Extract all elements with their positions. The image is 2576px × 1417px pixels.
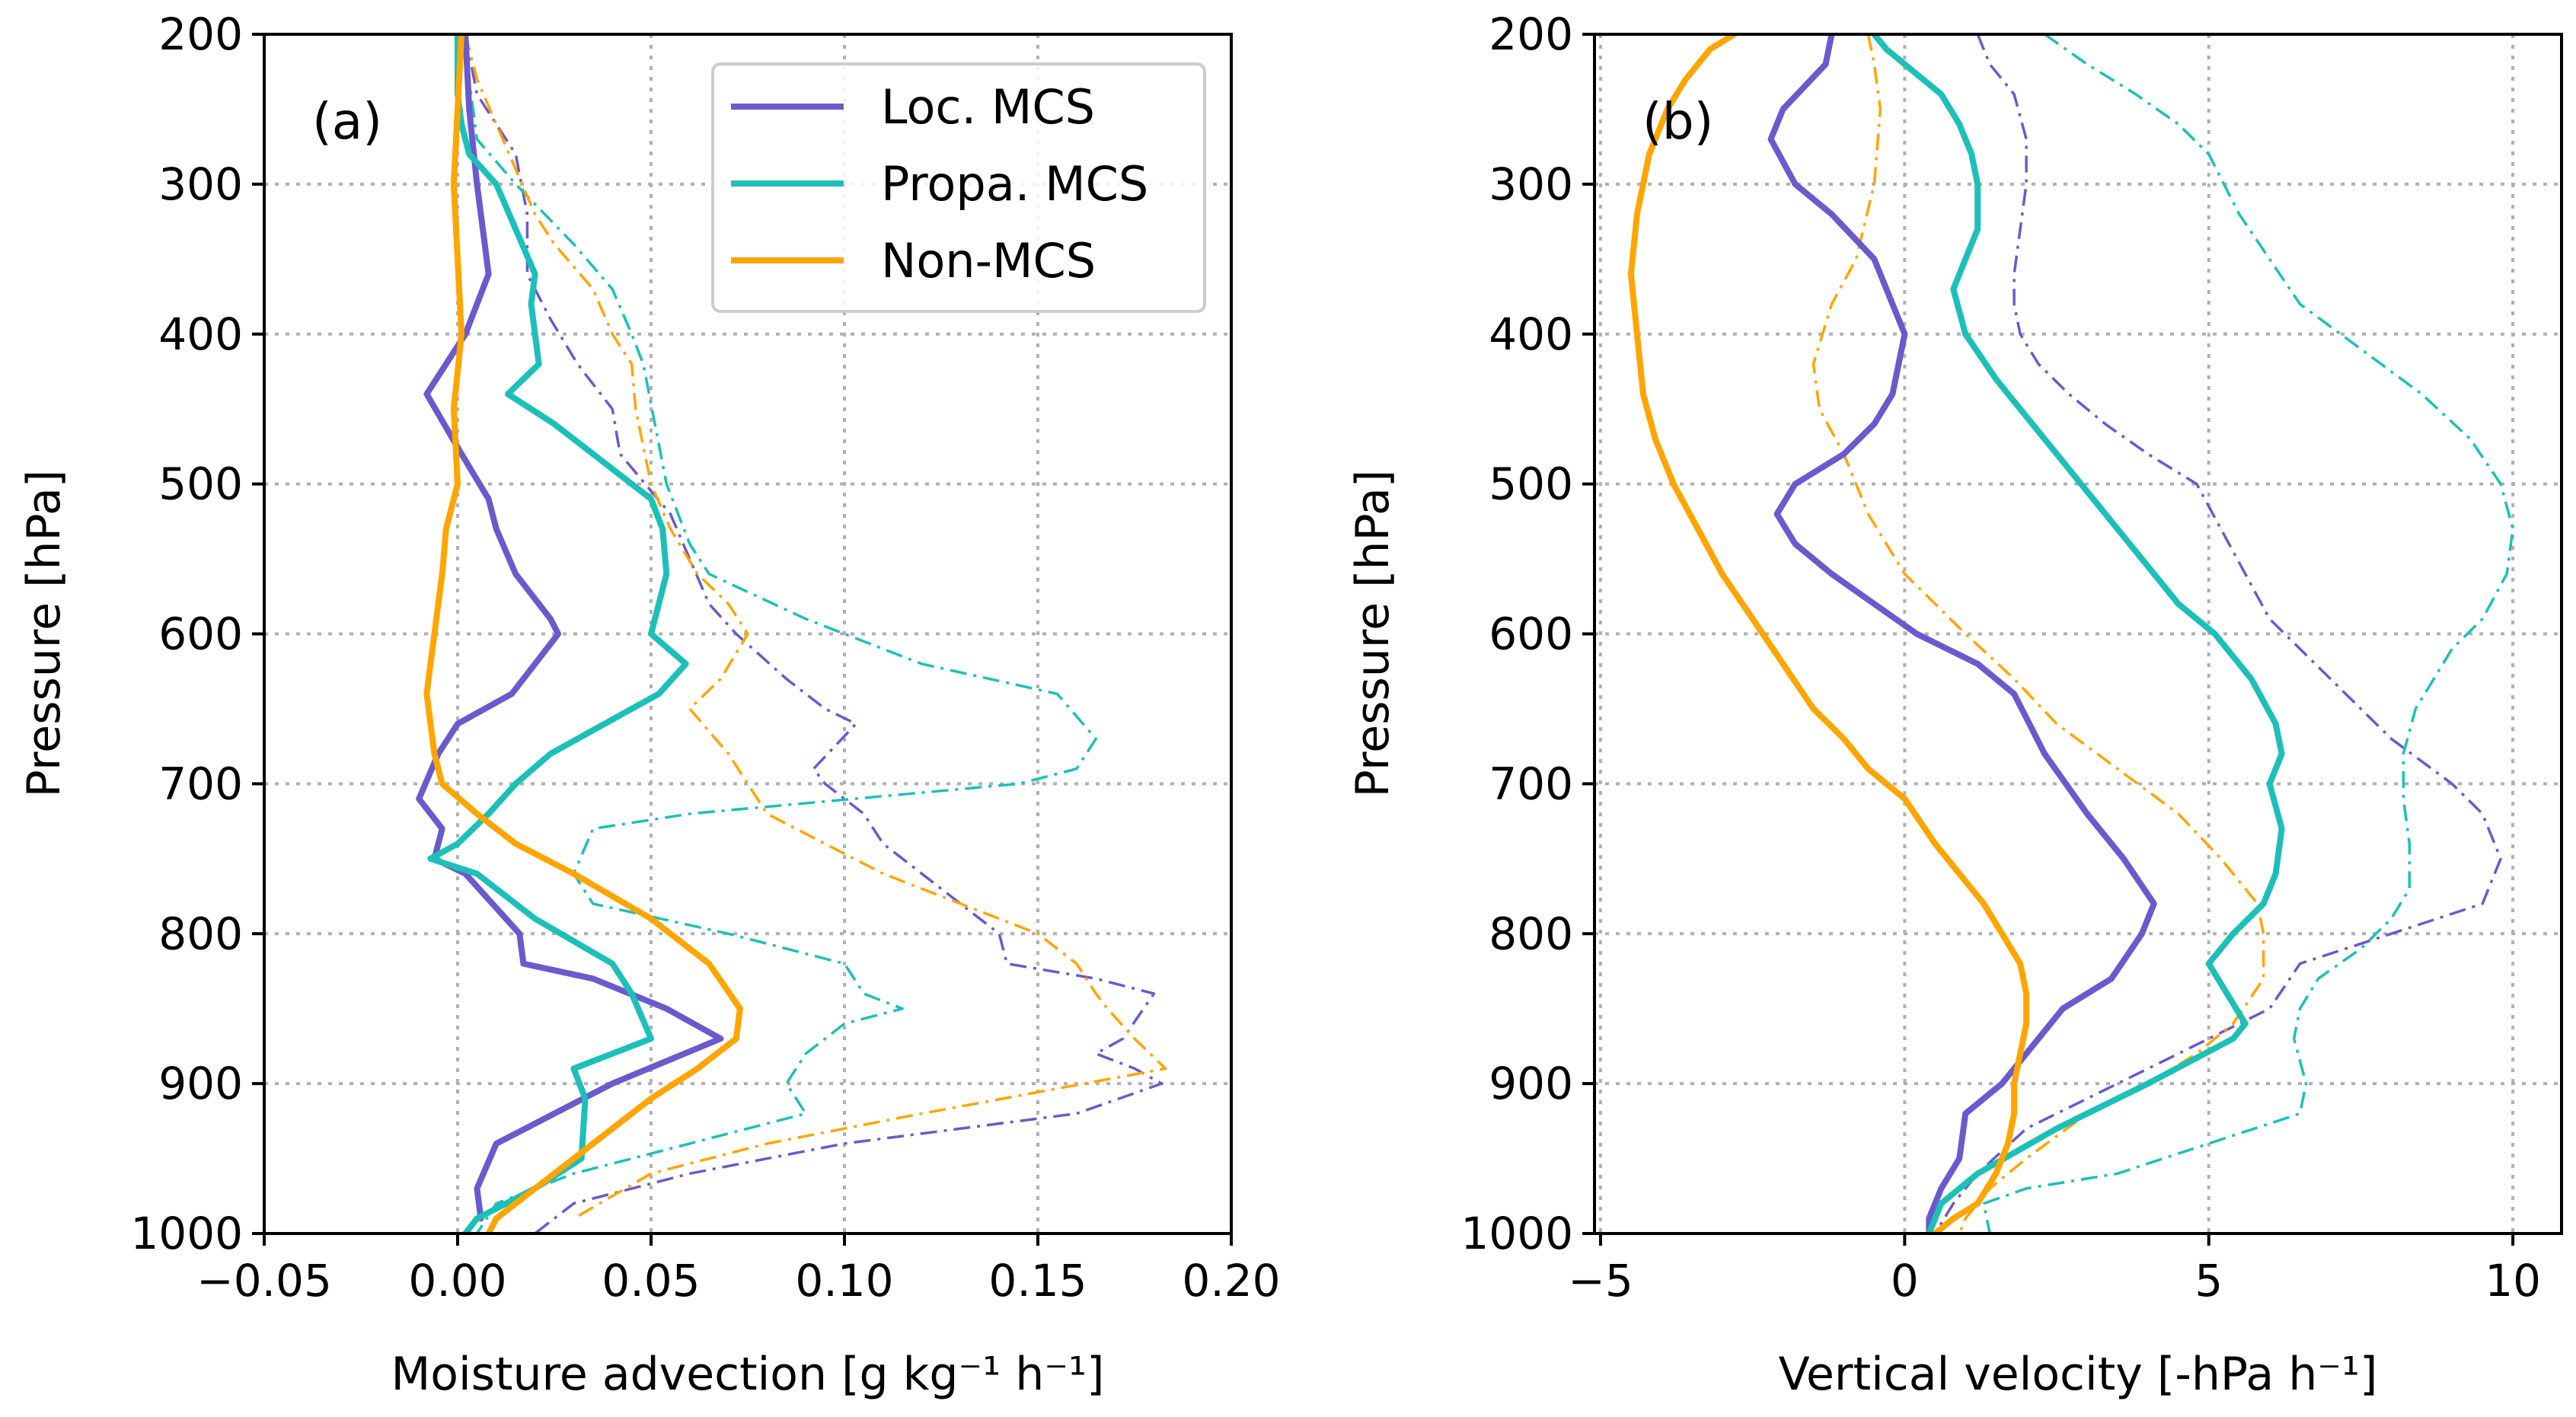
panel-b-ticks: −5 0 5 10 200 300 400 500 600 700 800 900 1000	[1460, 8, 2541, 1307]
series-loc-mcs-dash-dot	[1933, 34, 2502, 1233]
y-tick-label: 1000	[1460, 1208, 1573, 1259]
x-tick-label: −0.05	[196, 1255, 332, 1307]
y-tick-label: 600	[158, 608, 243, 660]
series-propa-mcs-solid	[427, 34, 689, 1233]
x-tick-label: 0.20	[1182, 1255, 1280, 1307]
y-tick-label: 1000	[130, 1208, 243, 1259]
y-tick-label: 800	[1489, 908, 1573, 959]
y-tick-label: 900	[158, 1058, 243, 1109]
series-non-mcs-dash-dot	[1811, 34, 2265, 1233]
legend-label-non: Non-MCS	[881, 233, 1096, 289]
x-tick-label: 10	[2485, 1255, 2541, 1307]
y-tick-label: 200	[1489, 8, 1573, 60]
y-tick-label: 200	[158, 8, 243, 60]
series-propa-mcs-solid	[1871, 34, 2285, 1233]
series-loc-mcs-solid	[1767, 34, 2157, 1233]
y-tick-label: 600	[1489, 608, 1573, 660]
panel-b-xlabel: Vertical velocity [-hPa h⁻¹]	[1779, 1348, 2378, 1401]
legend-box	[711, 62, 1206, 313]
panel-b-ylabel: Pressure [hPa]	[1346, 470, 1400, 797]
x-tick-label: −5	[1568, 1255, 1633, 1307]
y-tick-label: 300	[158, 158, 243, 210]
y-tick-label: 800	[158, 908, 243, 959]
panel-a-ticks: −0.05 0.00 0.05 0.10 0.15 0.20 200 300 400 500 600…	[130, 8, 1280, 1307]
y-tick-label: 300	[1489, 158, 1573, 210]
series-non-mcs-dash-dot	[464, 34, 1167, 1220]
x-tick-label: 0.00	[408, 1255, 506, 1307]
panel-a-ylabel: Pressure [hPa]	[18, 470, 71, 797]
panel-a-label: (a)	[312, 92, 382, 151]
y-tick-label: 500	[158, 458, 243, 510]
series-propa-mcs-dash-dot	[464, 34, 1097, 1233]
x-tick-label: 5	[2195, 1255, 2223, 1307]
panel-b-vertical-velocity: −5 0 5 10 200 300 400 500 600 700 800 900 1000 (b) V…	[1346, 8, 2563, 1401]
panel-a-series	[416, 34, 1167, 1233]
y-tick-label: 400	[1489, 308, 1573, 360]
x-tick-label: 0.10	[795, 1255, 893, 1307]
legend-label-propa: Propa. MCS	[881, 156, 1148, 212]
panel-b-gridlines	[1594, 33, 2562, 1235]
y-tick-label: 700	[158, 758, 243, 809]
x-tick-label: 0	[1891, 1255, 1919, 1307]
y-tick-label: 900	[1489, 1058, 1573, 1109]
y-tick-label: 400	[158, 308, 243, 360]
series-non-mcs-solid	[423, 34, 743, 1233]
x-tick-label: 0.05	[602, 1255, 700, 1307]
panel-b-label: (b)	[1642, 92, 1713, 151]
panel-a-moisture-advection: −0.05 0.00 0.05 0.10 0.15 0.20 200 300 400 500 600…	[18, 8, 1281, 1401]
panel-b-series	[1627, 34, 2514, 1233]
series-loc-mcs-dash-dot	[464, 34, 1164, 1233]
series-non-mcs-solid	[1627, 34, 2030, 1233]
legend: Loc. MCS Propa. MCS Non-MCS	[711, 62, 1206, 313]
series-propa-mcs-dash-dot	[1982, 34, 2514, 1233]
x-tick-label: 0.15	[988, 1255, 1087, 1307]
y-tick-label: 500	[1489, 458, 1573, 510]
legend-label-loc: Loc. MCS	[881, 79, 1095, 135]
panel-a-xlabel: Moisture advection [g kg⁻¹ h⁻¹]	[391, 1348, 1105, 1401]
series-loc-mcs-solid	[416, 34, 724, 1222]
y-tick-label: 700	[1489, 758, 1573, 809]
